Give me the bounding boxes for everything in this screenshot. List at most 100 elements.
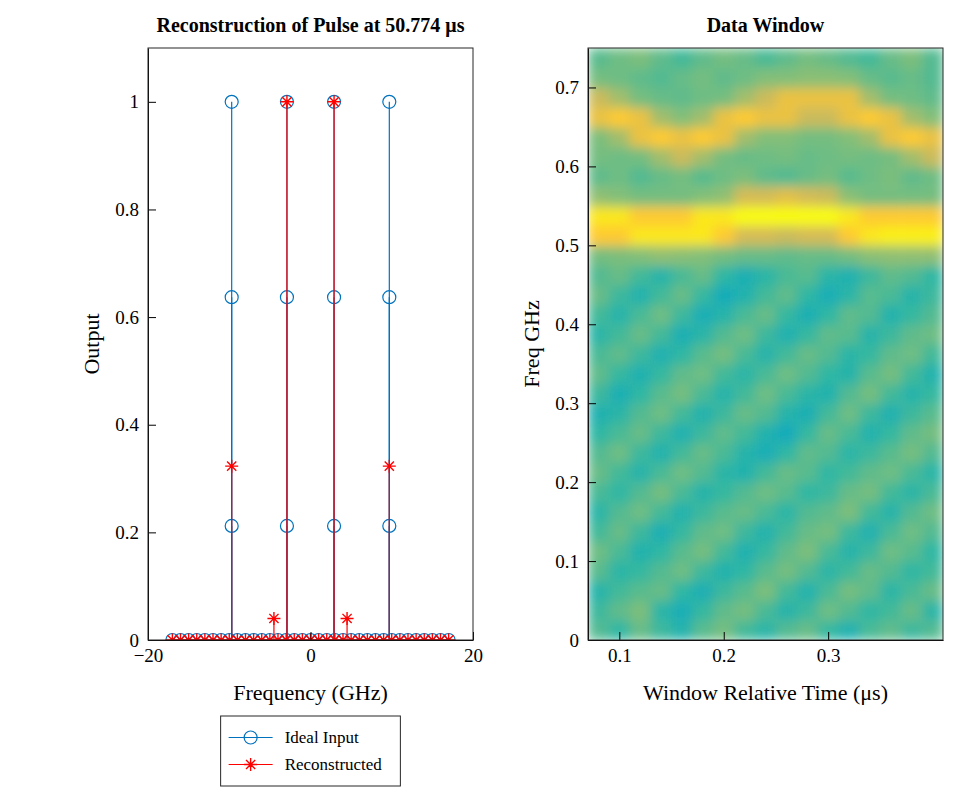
heatmap-cell: [859, 364, 880, 384]
heatmap-cell: [630, 383, 651, 403]
heatmap-cell: [776, 166, 797, 186]
heatmap-cell: [651, 383, 672, 403]
heatmap-cell: [755, 601, 776, 621]
heatmap-cell: [818, 305, 839, 325]
heatmap-cell: [859, 87, 880, 107]
heatmap-cell: [755, 482, 776, 502]
heatmap-cell: [651, 87, 672, 107]
heatmap-cell: [755, 344, 776, 364]
heatmap-cell: [692, 364, 713, 384]
y-tick-mark: [148, 102, 156, 103]
heatmap-cell: [630, 482, 651, 502]
heatmap-cell: [880, 48, 901, 68]
heatmap-cell: [651, 285, 672, 305]
heatmap-cell: [609, 561, 630, 581]
heatmap-cell: [651, 68, 672, 88]
heatmap-cell: [818, 443, 839, 463]
heatmap-cell: [692, 87, 713, 107]
heatmap-cell: [776, 601, 797, 621]
heatmap-cell: [901, 462, 922, 482]
y-tick-mark: [588, 403, 596, 404]
heatmap-cell: [609, 245, 630, 265]
heatmap-cell: [839, 166, 860, 186]
heatmap-cell: [651, 48, 672, 68]
heatmap-cell: [630, 147, 651, 167]
stem-marker: [383, 291, 396, 304]
heatmap-cell: [839, 462, 860, 482]
heatmap-cell: [630, 581, 651, 601]
heatmap-cell: [734, 364, 755, 384]
heatmap-cell: [734, 541, 755, 561]
heatmap-cell: [776, 285, 797, 305]
heatmap-cell: [776, 68, 797, 88]
heatmap-cell: [922, 502, 943, 522]
heatmap-cell: [922, 87, 943, 107]
legend-line: [229, 737, 273, 738]
heatmap-cell: [630, 561, 651, 581]
heatmap-cell: [797, 482, 818, 502]
heatmap-cell: [734, 344, 755, 364]
stem-series: [166, 95, 455, 640]
heatmap-cell: [859, 344, 880, 364]
heatmap-cell: [880, 226, 901, 246]
heatmap-cell: [672, 443, 693, 463]
y-axis: 00.10.20.30.40.50.60.7: [555, 49, 596, 651]
heatmap-cell: [859, 166, 880, 186]
heatmap-cell: [713, 541, 734, 561]
heatmap-cell: [609, 423, 630, 443]
heatmap-cell: [692, 186, 713, 206]
heatmap-cell: [839, 561, 860, 581]
heatmap-cell: [651, 502, 672, 522]
heatmap-cell: [588, 324, 609, 344]
heatmap-cell: [713, 601, 734, 621]
heatmap-cell: [588, 403, 609, 423]
heatmap-cell: [755, 305, 776, 325]
heatmap-cell: [734, 502, 755, 522]
heatmap-cell: [609, 186, 630, 206]
heatmap-cell: [839, 206, 860, 226]
stem-line: [231, 466, 232, 640]
heatmap-cell: [839, 443, 860, 463]
heatmap-cell: [630, 502, 651, 522]
heatmap-cell: [651, 522, 672, 542]
heatmap-cell: [776, 502, 797, 522]
plot-frame: [148, 48, 473, 640]
heatmap-cell: [713, 48, 734, 68]
heatmap-cell: [901, 383, 922, 403]
heatmap-cell: [734, 581, 755, 601]
y-axis: 00.20.40.60.81: [115, 49, 156, 651]
heatmap-cell: [588, 482, 609, 502]
heatmap-cell: [630, 68, 651, 88]
heatmap-cell: [839, 305, 860, 325]
heatmap-cell: [755, 245, 776, 265]
legend: Ideal InputReconstructed: [221, 716, 401, 786]
heatmap-cell: [692, 383, 713, 403]
y-axis-title: Output: [79, 313, 104, 374]
heatmap-cell: [797, 68, 818, 88]
heatmap-cell: [859, 305, 880, 325]
heatmap-cell: [630, 48, 651, 68]
heatmap-cell: [713, 68, 734, 88]
heatmap-cell: [734, 68, 755, 88]
heatmap-cell: [818, 166, 839, 186]
heatmap-cell: [630, 107, 651, 127]
heatmap-cell: [797, 443, 818, 463]
y-tick-label: 0.6: [115, 307, 139, 328]
heatmap-cell: [901, 581, 922, 601]
heatmap-cell: [692, 166, 713, 186]
heatmap-cell: [672, 147, 693, 167]
heatmap-cell: [672, 245, 693, 265]
y-tick-label: 0.3: [555, 393, 579, 414]
heatmap-cell: [713, 443, 734, 463]
heatmap-cell: [776, 482, 797, 502]
heatmap-cell: [901, 305, 922, 325]
heatmap-cell: [797, 107, 818, 127]
y-tick: 0.6: [115, 307, 156, 328]
x-axis-title: Window Relative Time (μs): [643, 680, 888, 705]
heatmap-cell: [839, 403, 860, 423]
heatmap-cell: [880, 68, 901, 88]
heatmap-cell: [839, 147, 860, 167]
heatmap-cell: [797, 581, 818, 601]
heatmap-cell: [922, 166, 943, 186]
y-tick-mark: [148, 532, 156, 533]
